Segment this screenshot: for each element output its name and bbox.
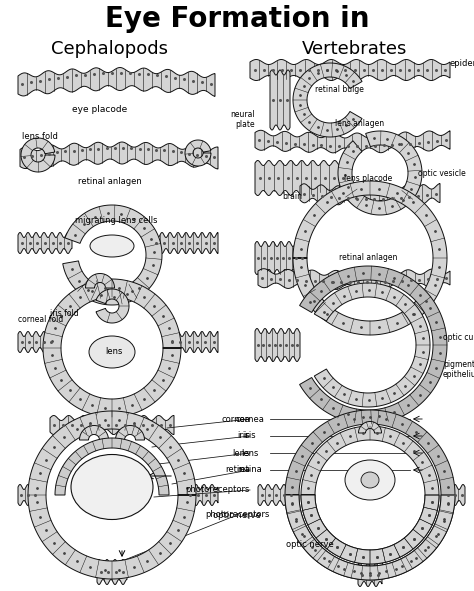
- Text: lens placode: lens placode: [344, 174, 392, 183]
- Text: retinal anlagen: retinal anlagen: [78, 177, 142, 186]
- Ellipse shape: [90, 235, 134, 257]
- Polygon shape: [186, 485, 218, 505]
- Text: lens fold: lens fold: [22, 132, 58, 141]
- Polygon shape: [338, 131, 422, 215]
- Text: cornea: cornea: [221, 414, 250, 424]
- Ellipse shape: [71, 454, 153, 519]
- Text: lens anlagen: lens anlagen: [336, 119, 384, 128]
- Polygon shape: [258, 269, 450, 290]
- Ellipse shape: [345, 460, 395, 500]
- Polygon shape: [300, 266, 447, 424]
- Polygon shape: [20, 142, 218, 169]
- Polygon shape: [50, 415, 174, 434]
- Text: optic cup: optic cup: [443, 333, 474, 343]
- Polygon shape: [314, 283, 430, 407]
- Text: lens: lens: [105, 348, 123, 356]
- Polygon shape: [358, 563, 382, 586]
- Polygon shape: [18, 485, 38, 505]
- Text: pigment
epithelium: pigment epithelium: [443, 360, 474, 379]
- Text: neural
plate: neural plate: [230, 110, 255, 129]
- Text: lens: lens: [233, 449, 250, 457]
- Polygon shape: [255, 329, 300, 362]
- Polygon shape: [250, 60, 450, 80]
- Polygon shape: [270, 70, 290, 130]
- Text: cornea: cornea: [236, 414, 264, 424]
- Text: iris: iris: [244, 431, 256, 440]
- Polygon shape: [185, 140, 211, 166]
- Polygon shape: [116, 426, 145, 440]
- Text: retina: retina: [225, 466, 250, 475]
- Polygon shape: [18, 232, 72, 254]
- Ellipse shape: [89, 336, 135, 368]
- Text: Eye Formation in: Eye Formation in: [105, 5, 369, 33]
- Polygon shape: [43, 279, 181, 417]
- Polygon shape: [97, 560, 127, 584]
- Text: retinal anlagen: retinal anlagen: [339, 254, 397, 262]
- Text: lens: lens: [241, 449, 259, 457]
- Text: eye placode: eye placode: [73, 105, 128, 114]
- Polygon shape: [445, 485, 465, 505]
- Polygon shape: [255, 130, 450, 153]
- Polygon shape: [293, 63, 362, 137]
- Text: corneal fold: corneal fold: [18, 316, 63, 324]
- Polygon shape: [301, 495, 439, 564]
- Text: optic nerve: optic nerve: [213, 511, 261, 519]
- Text: retina: retina: [237, 466, 263, 475]
- Text: iris fold: iris fold: [50, 309, 79, 317]
- Text: Cephalopods: Cephalopods: [52, 40, 168, 58]
- Polygon shape: [96, 289, 129, 323]
- Text: optic nerve: optic nerve: [286, 540, 334, 549]
- Polygon shape: [85, 274, 115, 288]
- Polygon shape: [285, 410, 455, 580]
- Polygon shape: [55, 438, 169, 495]
- Polygon shape: [18, 67, 215, 96]
- Text: Vertebrates: Vertebrates: [302, 40, 408, 58]
- Polygon shape: [28, 411, 196, 579]
- Ellipse shape: [361, 472, 379, 488]
- Polygon shape: [301, 426, 439, 564]
- Polygon shape: [293, 181, 447, 335]
- Polygon shape: [285, 495, 455, 580]
- Text: photoreceptors: photoreceptors: [186, 485, 250, 495]
- Polygon shape: [258, 485, 295, 505]
- Polygon shape: [92, 570, 132, 575]
- Text: brain: brain: [282, 192, 302, 201]
- Text: retinal bulge: retinal bulge: [315, 86, 364, 95]
- Polygon shape: [80, 426, 109, 440]
- Polygon shape: [152, 232, 218, 254]
- Text: iris: iris: [237, 431, 250, 440]
- Polygon shape: [300, 184, 440, 206]
- Polygon shape: [18, 332, 55, 352]
- Polygon shape: [168, 332, 218, 352]
- Polygon shape: [255, 242, 305, 274]
- Polygon shape: [255, 161, 348, 196]
- Text: epidermis: epidermis: [450, 59, 474, 67]
- Polygon shape: [358, 421, 382, 433]
- Text: photoreceptors: photoreceptors: [205, 510, 269, 519]
- Text: migrating lens cells: migrating lens cells: [75, 216, 157, 225]
- Text: optic vesicle: optic vesicle: [418, 168, 466, 177]
- Polygon shape: [21, 138, 55, 172]
- Polygon shape: [63, 205, 162, 305]
